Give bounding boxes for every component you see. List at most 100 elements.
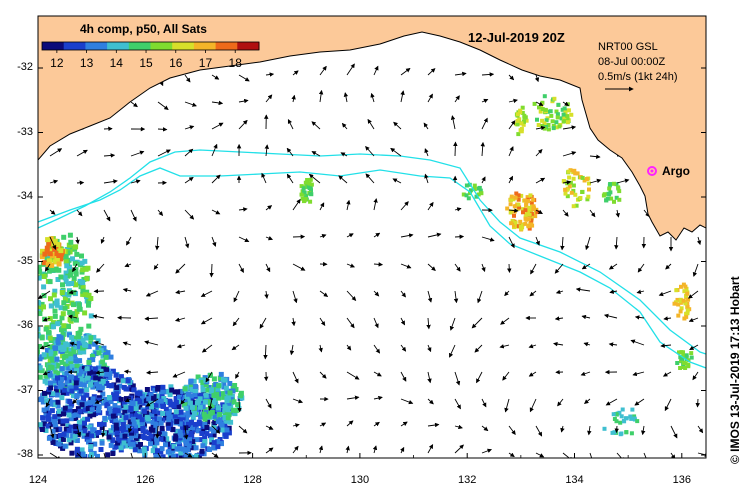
sst-pixel bbox=[100, 359, 105, 364]
sst-pixel bbox=[60, 366, 65, 371]
sst-pixel bbox=[93, 375, 98, 380]
sst-pixel bbox=[149, 434, 154, 439]
sst-pixel bbox=[527, 217, 531, 221]
sst-pixel bbox=[67, 413, 72, 418]
sst-pixel bbox=[102, 416, 107, 421]
current-arrow bbox=[616, 426, 617, 432]
sst-pixel bbox=[159, 437, 164, 442]
sst-pixel bbox=[109, 443, 114, 448]
sst-pixel bbox=[61, 300, 66, 305]
sst-pixel bbox=[137, 399, 142, 404]
sst-pixel bbox=[90, 407, 95, 412]
sst-pixel bbox=[51, 324, 56, 329]
sst-pixel bbox=[569, 113, 573, 117]
sst-pixel bbox=[64, 263, 69, 268]
sst-pixel bbox=[192, 411, 197, 416]
sst-pixel bbox=[141, 434, 146, 439]
sst-pixel bbox=[50, 408, 55, 413]
sst-pixel bbox=[69, 335, 74, 340]
sst-pixel bbox=[567, 108, 571, 112]
sst-pixel bbox=[46, 424, 51, 429]
sst-pixel bbox=[82, 421, 87, 426]
sst-pixel bbox=[167, 449, 172, 454]
sst-pixel bbox=[157, 416, 162, 421]
sst-pixel bbox=[544, 108, 548, 112]
x-axis-label: 134 bbox=[555, 474, 595, 486]
sst-pixel bbox=[80, 452, 85, 457]
sst-pixel bbox=[123, 405, 128, 410]
sst-pixel bbox=[479, 191, 483, 195]
sst-pixel bbox=[505, 207, 509, 211]
sst-pixel bbox=[616, 185, 620, 189]
sst-pixel bbox=[148, 441, 153, 446]
colorbar-swatch bbox=[151, 42, 173, 50]
sst-pixel bbox=[69, 375, 74, 380]
sst-pixel bbox=[552, 126, 556, 130]
sst-pixel bbox=[80, 402, 85, 407]
sst-pixel bbox=[38, 375, 43, 380]
sst-pixel bbox=[530, 224, 534, 228]
sst-pixel bbox=[199, 431, 204, 436]
sst-pixel bbox=[587, 182, 591, 186]
sst-pixel bbox=[183, 386, 188, 391]
sst-pixel bbox=[189, 379, 194, 384]
sst-pixel bbox=[159, 421, 164, 426]
sst-pixel bbox=[216, 383, 221, 388]
sst-pixel bbox=[73, 261, 78, 266]
sst-pixel bbox=[198, 421, 203, 426]
x-axis-label: 124 bbox=[18, 474, 58, 486]
sst-pixel bbox=[467, 196, 471, 200]
sst-pixel bbox=[516, 119, 520, 123]
sst-pixel bbox=[214, 392, 219, 397]
sst-pixel bbox=[62, 432, 67, 437]
sst-pixel bbox=[73, 244, 78, 249]
sst-pixel bbox=[308, 186, 312, 190]
sst-pixel bbox=[166, 426, 171, 431]
sst-pixel bbox=[184, 406, 189, 411]
sst-pixel bbox=[204, 425, 209, 430]
sst-pixel bbox=[174, 409, 179, 414]
sst-pixel bbox=[109, 355, 114, 360]
sst-pixel bbox=[130, 442, 135, 447]
sst-pixel bbox=[86, 324, 91, 329]
sst-pixel bbox=[226, 415, 231, 420]
sst-pixel bbox=[564, 192, 568, 196]
sst-pixel bbox=[563, 106, 567, 110]
colorbar-tick-label: 18 bbox=[223, 56, 247, 70]
sst-pixel bbox=[513, 204, 517, 208]
sst-pixel bbox=[175, 446, 180, 451]
sst-pixel bbox=[300, 193, 304, 197]
sst-pixel bbox=[104, 367, 109, 372]
sst-pixel bbox=[630, 408, 634, 412]
sst-pixel bbox=[80, 280, 85, 285]
sst-pixel bbox=[48, 279, 53, 284]
sst-pixel bbox=[309, 178, 313, 182]
sst-pixel bbox=[576, 171, 580, 175]
sst-pixel bbox=[150, 428, 155, 433]
sst-pixel bbox=[107, 435, 112, 440]
sst-pixel bbox=[74, 394, 79, 399]
sst-pixel bbox=[69, 281, 74, 286]
sst-pixel bbox=[114, 373, 119, 378]
sst-pixel bbox=[562, 113, 566, 117]
y-axis-label: -32 bbox=[3, 61, 33, 73]
current-arrow bbox=[509, 264, 510, 272]
sst-pixel bbox=[225, 427, 230, 432]
sst-pixel bbox=[63, 406, 68, 411]
colorbar-tick-label: 12 bbox=[45, 56, 69, 70]
sst-pixel bbox=[97, 430, 102, 435]
sst-pixel bbox=[149, 404, 154, 409]
sst-pixel bbox=[55, 393, 60, 398]
sst-pixel bbox=[305, 178, 309, 182]
sst-pixel bbox=[617, 198, 621, 202]
sst-pixel bbox=[55, 357, 60, 362]
sst-pixel bbox=[217, 412, 222, 417]
sst-pixel bbox=[55, 376, 60, 381]
sst-pixel bbox=[563, 188, 567, 192]
sst-pixel bbox=[84, 387, 89, 392]
sst-pixel bbox=[114, 385, 119, 390]
sst-pixel bbox=[173, 414, 178, 419]
sst-pixel bbox=[122, 440, 127, 445]
sst-pixel bbox=[61, 311, 66, 316]
y-axis-label: -36 bbox=[3, 319, 33, 331]
